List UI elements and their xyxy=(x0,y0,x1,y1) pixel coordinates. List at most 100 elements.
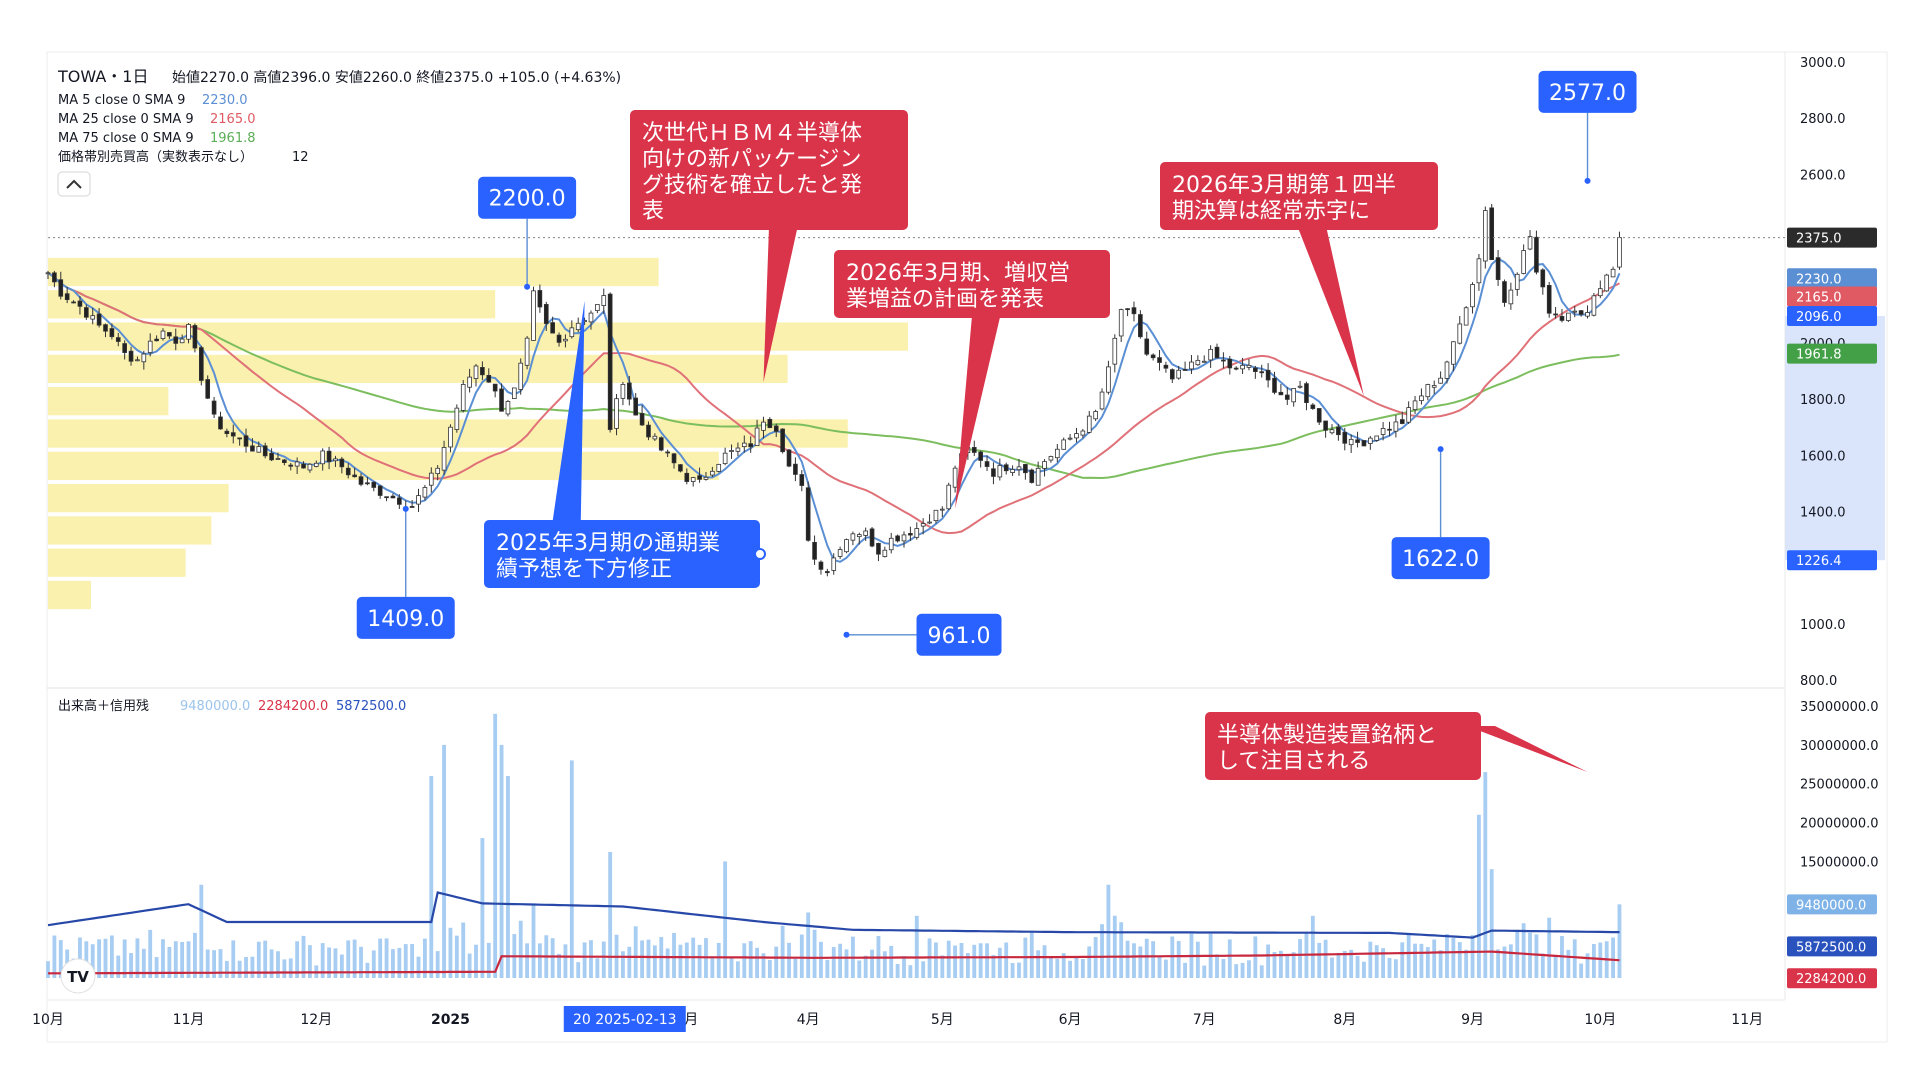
candle[interactable] xyxy=(1048,455,1054,463)
candle[interactable] xyxy=(1585,305,1590,319)
candle[interactable] xyxy=(186,323,191,344)
candle[interactable] xyxy=(377,485,383,499)
candle[interactable] xyxy=(1534,230,1539,275)
candle[interactable] xyxy=(595,304,600,314)
candle[interactable] xyxy=(1431,380,1437,395)
candle[interactable] xyxy=(741,435,747,453)
candle[interactable] xyxy=(518,358,524,395)
candle[interactable] xyxy=(639,405,645,426)
candle[interactable] xyxy=(1412,395,1418,415)
candle[interactable] xyxy=(831,553,837,575)
candle[interactable] xyxy=(1540,268,1546,295)
candle[interactable] xyxy=(550,316,555,334)
candle[interactable] xyxy=(1591,292,1597,317)
candle[interactable] xyxy=(588,310,594,330)
candle[interactable] xyxy=(895,534,900,543)
candle[interactable] xyxy=(167,332,172,339)
candle[interactable] xyxy=(543,301,549,331)
price-label[interactable]: 2577.0 xyxy=(1538,70,1637,184)
candle[interactable] xyxy=(563,334,568,348)
candle[interactable] xyxy=(505,399,511,417)
candle[interactable] xyxy=(767,417,773,429)
margin-sell-line[interactable] xyxy=(48,950,1620,975)
candle[interactable] xyxy=(863,527,868,541)
candle[interactable] xyxy=(940,506,945,518)
candle[interactable] xyxy=(556,332,562,347)
candle[interactable] xyxy=(1355,431,1360,448)
candle[interactable] xyxy=(243,428,249,453)
ma5-legend[interactable]: MA 5 close 0 SMA 9 xyxy=(58,93,185,108)
candle[interactable] xyxy=(1208,345,1213,368)
volume-axis-badge[interactable]: 2284200.0 xyxy=(1787,968,1877,989)
candle[interactable] xyxy=(179,334,185,344)
candle[interactable] xyxy=(224,428,230,438)
candle[interactable] xyxy=(135,356,140,362)
candle[interactable] xyxy=(460,380,466,413)
candle[interactable] xyxy=(799,470,805,492)
candle[interactable] xyxy=(984,455,990,472)
volume-bars[interactable] xyxy=(46,713,1622,978)
candle[interactable] xyxy=(1106,360,1111,395)
candle[interactable] xyxy=(754,419,760,447)
candle[interactable] xyxy=(1399,411,1405,425)
candle[interactable] xyxy=(997,458,1003,481)
candle[interactable] xyxy=(218,411,223,430)
candle[interactable] xyxy=(531,286,536,341)
candle[interactable] xyxy=(908,526,913,541)
candle[interactable] xyxy=(614,393,619,436)
candle[interactable] xyxy=(658,436,664,452)
candle[interactable] xyxy=(1610,266,1616,278)
candle[interactable] xyxy=(173,328,179,351)
price-label[interactable]: 1622.0 xyxy=(1391,446,1490,580)
price-axis-badge[interactable]: 2375.0 xyxy=(1787,227,1877,248)
candle[interactable] xyxy=(856,532,862,545)
candle[interactable] xyxy=(441,440,447,475)
candle[interactable] xyxy=(837,546,843,559)
candle[interactable] xyxy=(1074,427,1079,443)
candle[interactable] xyxy=(262,442,268,459)
candle[interactable] xyxy=(780,428,785,454)
volume-axis-badge[interactable]: 9480000.0 xyxy=(1787,894,1877,915)
candle[interactable] xyxy=(537,284,543,313)
candle[interactable] xyxy=(1348,434,1354,454)
candle[interactable] xyxy=(1176,365,1182,380)
candle[interactable] xyxy=(192,323,198,353)
candle[interactable] xyxy=(1316,408,1322,425)
volume-axis-badge[interactable]: 5872500.0 xyxy=(1787,936,1877,957)
candle[interactable] xyxy=(626,375,632,406)
candle[interactable] xyxy=(122,340,127,360)
candle[interactable] xyxy=(1457,316,1463,345)
candle[interactable] xyxy=(45,270,51,279)
candle[interactable] xyxy=(269,448,274,462)
candle[interactable] xyxy=(1272,371,1277,395)
candle[interactable] xyxy=(825,568,830,577)
candle[interactable] xyxy=(390,493,396,499)
price-axis-badge[interactable]: 2096.0 xyxy=(1787,305,1877,326)
candle[interactable] xyxy=(633,393,639,416)
candle[interactable] xyxy=(1054,444,1060,463)
candle[interactable] xyxy=(1023,464,1028,480)
candle[interactable] xyxy=(1470,282,1475,314)
candle[interactable] xyxy=(1253,365,1258,379)
candle[interactable] xyxy=(103,323,108,338)
candle[interactable] xyxy=(352,467,357,478)
candle[interactable] xyxy=(1310,403,1316,410)
candle[interactable] xyxy=(1406,401,1411,425)
candle[interactable] xyxy=(818,560,824,575)
candle[interactable] xyxy=(927,514,932,525)
candle[interactable] xyxy=(1259,364,1265,378)
candle[interactable] xyxy=(198,345,204,386)
candle[interactable] xyxy=(1336,423,1341,441)
candle[interactable] xyxy=(569,320,575,339)
ma75-line[interactable] xyxy=(47,271,1620,480)
candle[interactable] xyxy=(1559,308,1565,323)
candle[interactable] xyxy=(1323,420,1328,438)
candle[interactable] xyxy=(1393,415,1399,438)
price-axis-badge[interactable]: 1226.4 xyxy=(1787,550,1877,571)
candle[interactable] xyxy=(946,482,952,511)
candle[interactable] xyxy=(1118,308,1124,342)
candle[interactable] xyxy=(397,494,402,509)
candle[interactable] xyxy=(601,288,607,314)
candle[interactable] xyxy=(1125,308,1130,317)
